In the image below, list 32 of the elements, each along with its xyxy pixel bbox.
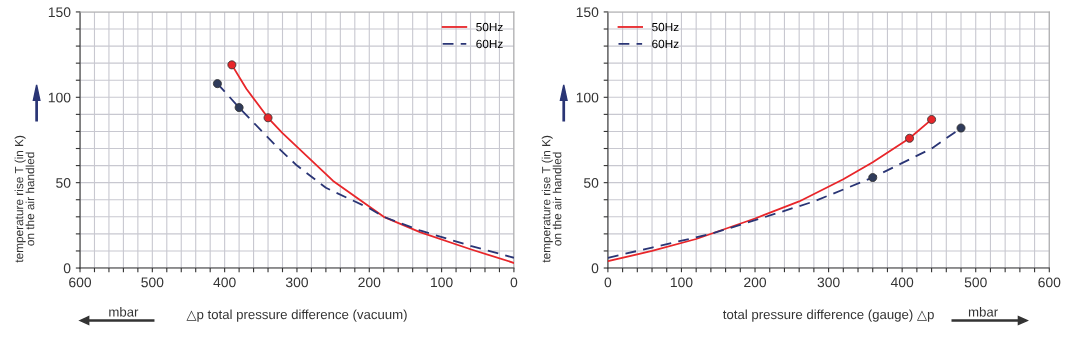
legend-label: 50Hz: [476, 22, 503, 32]
legend-label: 50Hz: [652, 22, 679, 32]
x-tick-label: 300: [817, 277, 840, 288]
x-axis-title: total pressure difference (gauge) △p: [722, 309, 934, 322]
y-tick-label: 100: [48, 92, 71, 103]
x-tick-label: 0: [604, 277, 612, 288]
x-tick-label: 500: [964, 277, 987, 288]
legend-label: 60Hz: [476, 39, 503, 49]
x-tick-label: 300: [285, 277, 309, 288]
y-tick-label: 150: [48, 7, 71, 18]
x-tick-label: 400: [213, 277, 236, 288]
y-tick-label: 0: [591, 263, 599, 274]
x-tick-label: 100: [670, 277, 693, 288]
x-tick-label: 600: [69, 277, 92, 288]
text: mbar: [968, 306, 998, 317]
x-tick-label: 500: [141, 277, 164, 288]
legend-label: 60Hz: [652, 39, 679, 49]
y-tick-label: 50: [583, 178, 599, 188]
x-tick-label: 400: [890, 277, 914, 288]
x-tick-label: 100: [431, 277, 453, 288]
y-tick-label: 0: [63, 263, 71, 274]
x-axis-title: △p total pressure difference (vacuum): [186, 309, 407, 322]
y-tick-label: 150: [576, 7, 599, 18]
x-tick-label: 600: [1038, 277, 1061, 288]
text: mbar: [109, 306, 139, 317]
y-tick-label: 100: [576, 92, 599, 103]
y-tick-label: 50: [56, 178, 71, 188]
y-axis-title: temperature rise T (in K) on the air handled: [541, 135, 562, 263]
y-axis-title: temperature rise T (in K) on the air handled: [14, 135, 35, 263]
x-tick-label: 200: [358, 277, 381, 288]
x-tick-label: 200: [744, 277, 767, 288]
x-tick-label: 0: [510, 277, 518, 288]
